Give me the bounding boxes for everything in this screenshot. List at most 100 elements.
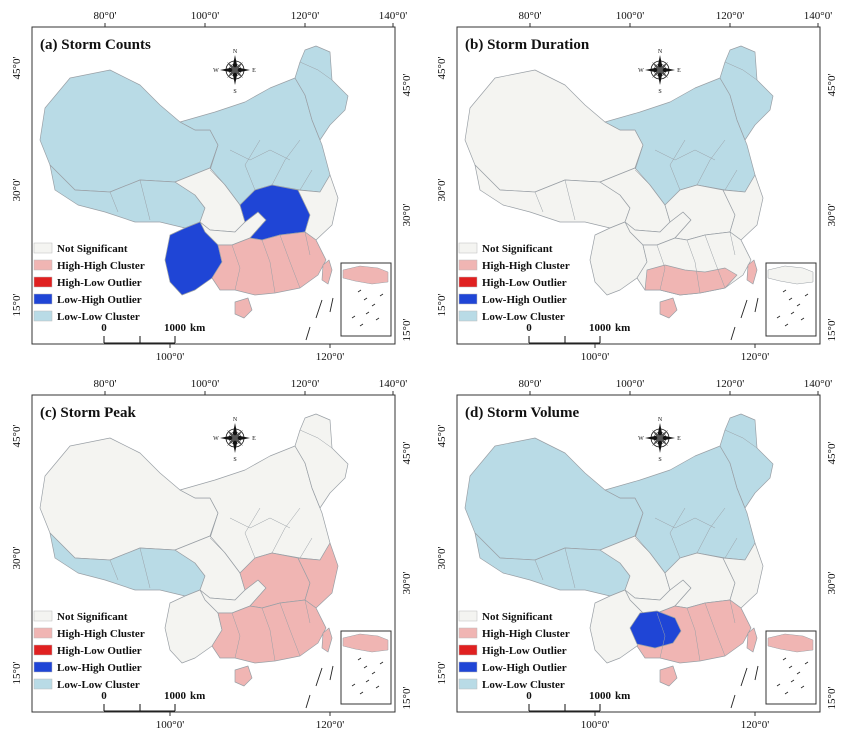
compass-n: N — [658, 49, 663, 55]
island-dash — [375, 317, 380, 321]
island-dash — [351, 683, 356, 687]
compass-e: E — [677, 68, 681, 74]
map-panel-storm-volume: 80°0' 100°0' 120°0' 140°0' 100°0' 120°0' 45°0'… — [425, 368, 850, 736]
north-arrow-icon: N S E W — [638, 49, 681, 95]
lon-label-bottom: 120°0' — [741, 719, 769, 731]
province-border — [231, 244, 241, 291]
scale-max: 1000 — [589, 690, 612, 702]
island-dash — [800, 317, 805, 321]
lon-label-bottom: 120°0' — [741, 351, 769, 363]
island-dash — [357, 289, 362, 293]
boundary-dash — [754, 297, 759, 313]
province-border — [724, 169, 738, 191]
legend-swatch — [458, 259, 478, 271]
lat-label-left: 15°0' — [436, 294, 448, 317]
region-hainan — [234, 297, 253, 319]
legend-label: High-Low Outlier — [482, 645, 567, 657]
boundary-dash — [730, 694, 736, 709]
region-east — [722, 174, 764, 241]
province-border — [656, 612, 666, 659]
legend-label: Low-Low Cluster — [57, 679, 140, 691]
scale-max: 1000 — [589, 322, 612, 334]
legend-swatch — [458, 310, 478, 322]
province-border — [299, 537, 313, 559]
province-border — [604, 489, 621, 499]
province-border — [244, 139, 261, 191]
region-hainan — [234, 665, 253, 687]
compass-w: W — [213, 436, 219, 442]
province-border — [669, 139, 686, 191]
region-taiwan — [746, 627, 758, 653]
island-dash — [790, 311, 795, 315]
legend-label: Low-High Outlier — [482, 294, 567, 306]
province-border — [249, 219, 267, 239]
map-panel-storm-peak: 80°0' 100°0' 120°0' 140°0' 100°0' 120°0' 45°0'… — [0, 368, 425, 736]
province-border — [261, 239, 276, 294]
region-east — [722, 542, 764, 609]
island-dash — [359, 691, 364, 695]
map-svg: 80°0' 100°0' 120°0' 140°0' 100°0' 120°0' 45°0'… — [11, 378, 413, 731]
lon-label-top: 140°0' — [379, 378, 407, 390]
lon-label-top: 80°0' — [519, 10, 542, 22]
compass-n: N — [658, 417, 663, 423]
lat-label-left: 45°0' — [11, 425, 23, 448]
map-panel-storm-counts: 80°0' 100°0' 120°0' 140°0' 100°0' 120°0' 45°0'… — [0, 0, 425, 368]
island-dash — [359, 323, 364, 327]
province-border — [229, 149, 291, 161]
lat-label-left: 30°0' — [436, 179, 448, 202]
region-east — [297, 542, 339, 609]
south-china-sea-inset — [765, 630, 817, 705]
legend-label: High-High Cluster — [57, 260, 145, 272]
province-border — [654, 149, 716, 161]
province-border — [299, 169, 313, 191]
boundary-dash — [305, 694, 311, 709]
legend-label: High-High Cluster — [482, 628, 570, 640]
lat-label-right: 30°0' — [401, 204, 413, 227]
scale-bar: 0 1000 km — [526, 690, 630, 712]
boundary-dash — [315, 299, 323, 319]
island-dash — [788, 665, 793, 669]
island-dash — [800, 685, 805, 689]
island-dash — [796, 303, 801, 307]
legend-label: Low-Low Cluster — [57, 311, 140, 323]
lon-label-top: 120°0' — [716, 10, 744, 22]
scale-bar: 0 1000 km — [526, 322, 630, 344]
province-border — [534, 191, 544, 213]
compass-e: E — [252, 436, 256, 442]
province-border — [654, 517, 716, 529]
island-dash — [363, 665, 368, 669]
lat-label-right: 15°0' — [826, 319, 838, 342]
scale-max: 1000 — [164, 322, 187, 334]
island-dash — [371, 671, 376, 675]
island-dash — [784, 323, 789, 327]
province-border — [109, 191, 119, 213]
province-border — [740, 607, 752, 629]
region-taiwan — [746, 259, 758, 285]
lat-label-right: 45°0' — [826, 442, 838, 465]
legend-swatch — [33, 242, 53, 254]
scale-unit: km — [615, 690, 630, 702]
province-border — [704, 602, 726, 657]
lon-label-bottom: 100°0' — [156, 351, 184, 363]
legend-label: High-High Cluster — [482, 260, 570, 272]
lat-label-left: 45°0' — [436, 57, 448, 80]
boundary-dash — [329, 297, 334, 313]
compass-s: S — [658, 89, 661, 95]
province-border — [724, 61, 758, 81]
province-border — [564, 179, 576, 221]
island-dash — [804, 293, 809, 297]
lon-label-top: 120°0' — [291, 10, 319, 22]
lat-label-right: 30°0' — [826, 572, 838, 595]
scale-unit: km — [190, 690, 205, 702]
province-border — [564, 547, 576, 589]
compass-n: N — [233, 417, 238, 423]
boundary-dash — [315, 667, 323, 687]
lat-label-right: 45°0' — [401, 442, 413, 465]
island-dash — [788, 297, 793, 301]
compass-s: S — [658, 457, 661, 463]
province-border — [279, 234, 301, 289]
scale-max: 1000 — [164, 690, 187, 702]
panel-title: (d) Storm Volume — [465, 405, 580, 421]
island-dash — [363, 297, 368, 301]
compass-e: E — [252, 68, 256, 74]
